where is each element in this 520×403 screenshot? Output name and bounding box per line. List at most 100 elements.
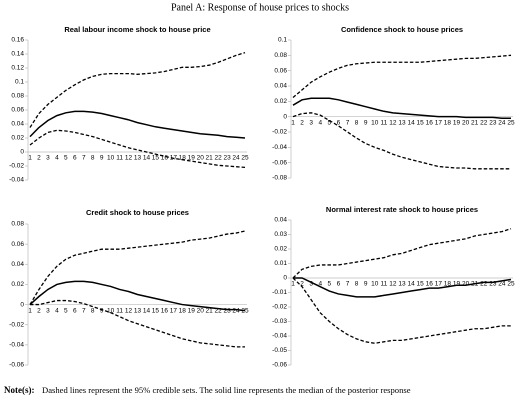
x-tick-label: 21	[206, 307, 214, 314]
x-tick-label: 5	[64, 155, 68, 162]
x-tick-label: 5	[64, 307, 68, 314]
x-tick-label: 2	[300, 119, 304, 126]
y-tick-label: -0.03	[272, 318, 287, 325]
x-tick-label: 23	[223, 155, 231, 162]
x-tick-label: 20	[462, 281, 470, 288]
y-tick-label: 0.06	[11, 107, 24, 114]
x-tick-label: 17	[435, 119, 443, 126]
x-tick-label: 3	[309, 281, 313, 288]
x-tick-label: 16	[161, 155, 169, 162]
median-line	[293, 277, 512, 298]
x-tick-label: 13	[398, 119, 406, 126]
x-tick-label: 24	[498, 281, 506, 288]
credible-band-line	[29, 230, 246, 305]
y-tick-label: 0.06	[11, 241, 24, 248]
x-tick-label: 8	[355, 281, 359, 288]
credible-band-line	[292, 54, 512, 98]
x-tick-label: 22	[480, 119, 488, 126]
x-tick-label: 24	[232, 307, 240, 314]
x-tick-label: 19	[188, 307, 196, 314]
x-tick-label: 23	[489, 281, 497, 288]
x-tick-label: 2	[300, 281, 304, 288]
x-tick-label: 24	[232, 155, 240, 162]
y-tick-label: -0.02	[272, 304, 287, 311]
x-tick-label: 15	[417, 119, 425, 126]
x-tick-label: 15	[417, 281, 425, 288]
x-tick-label: 1	[28, 155, 32, 162]
y-tick-label: 0	[20, 301, 24, 308]
y-tick-label: 0.04	[274, 217, 287, 224]
y-tick-label: -0.06	[9, 362, 24, 369]
x-tick-label: 23	[489, 119, 497, 126]
x-tick-label: 11	[116, 155, 123, 162]
x-tick-label: 4	[318, 119, 322, 126]
x-tick-label: 8	[91, 307, 95, 314]
x-tick-label: 19	[188, 155, 196, 162]
x-tick-label: 13	[134, 307, 142, 314]
y-tick-label: 0.1	[15, 79, 24, 86]
y-tick-label: 0.02	[274, 246, 287, 253]
credible-band-line	[292, 228, 512, 279]
x-tick-label: 17	[170, 307, 178, 314]
x-tick-label: 1	[291, 119, 295, 126]
y-tick-label: 0.12	[11, 65, 24, 72]
y-tick-label: -0.08	[272, 175, 287, 182]
y-tick-label: 0.02	[274, 98, 287, 105]
x-tick-label: 6	[337, 119, 341, 126]
credible-band-line	[30, 299, 245, 348]
x-tick-label: 16	[161, 307, 169, 314]
x-tick-label: 2	[37, 307, 41, 314]
credible-band-line	[29, 129, 246, 169]
credible-band-line	[29, 51, 246, 128]
x-tick-label: 15	[152, 307, 160, 314]
y-tick-label: -0.01	[272, 289, 287, 296]
x-tick-label: 18	[444, 281, 452, 288]
y-tick-label: 0.04	[11, 121, 24, 128]
x-tick-label: 12	[389, 281, 397, 288]
x-tick-label: 2	[37, 155, 41, 162]
y-tick-label: -0.04	[9, 342, 24, 349]
x-tick-label: 25	[507, 119, 515, 126]
x-tick-label: 14	[143, 307, 151, 314]
x-tick-label: 23	[223, 307, 231, 314]
x-tick-label: 21	[471, 119, 479, 126]
y-tick-label: 0	[20, 149, 24, 156]
note-label: Note(s):	[4, 385, 35, 395]
x-tick-label: 25	[507, 281, 515, 288]
x-tick-label: 13	[134, 155, 142, 162]
x-tick-label: 8	[355, 119, 359, 126]
x-tick-label: 3	[46, 155, 50, 162]
median-line	[29, 280, 246, 312]
x-tick-label: 13	[398, 281, 406, 288]
x-tick-label: 25	[241, 307, 249, 314]
x-tick-label: 12	[125, 155, 133, 162]
x-tick-label: 10	[371, 281, 379, 288]
y-tick-label: -0.02	[272, 129, 287, 136]
x-tick-label: 4	[318, 281, 322, 288]
y-tick-label: -0.04	[9, 177, 24, 184]
note-text: Dashed lines represent the 95% credible …	[42, 385, 411, 395]
y-tick-label: 0.06	[274, 67, 287, 74]
x-tick-label: 9	[364, 119, 368, 126]
subplot-title: Real labour income shock to house price	[64, 25, 210, 34]
x-tick-label: 7	[82, 307, 86, 314]
x-tick-label: 12	[125, 307, 133, 314]
x-tick-label: 9	[100, 155, 104, 162]
y-tick-label: -0.02	[9, 321, 24, 328]
x-tick-label: 19	[453, 281, 461, 288]
y-tick-label: 0.03	[274, 231, 287, 238]
x-tick-label: 1	[28, 307, 32, 314]
x-tick-label: 5	[328, 119, 332, 126]
x-tick-label: 22	[215, 307, 223, 314]
x-tick-label: 20	[197, 155, 205, 162]
x-tick-label: 18	[179, 307, 187, 314]
y-tick-label: 0.08	[274, 52, 287, 59]
x-tick-label: 15	[152, 155, 160, 162]
x-tick-label: 1	[291, 281, 295, 288]
y-tick-label: 0.16	[11, 37, 24, 44]
x-tick-label: 24	[498, 119, 506, 126]
x-tick-label: 11	[380, 281, 387, 288]
y-tick-label: -0.06	[272, 362, 287, 369]
y-tick-label: 0.01	[274, 260, 287, 267]
